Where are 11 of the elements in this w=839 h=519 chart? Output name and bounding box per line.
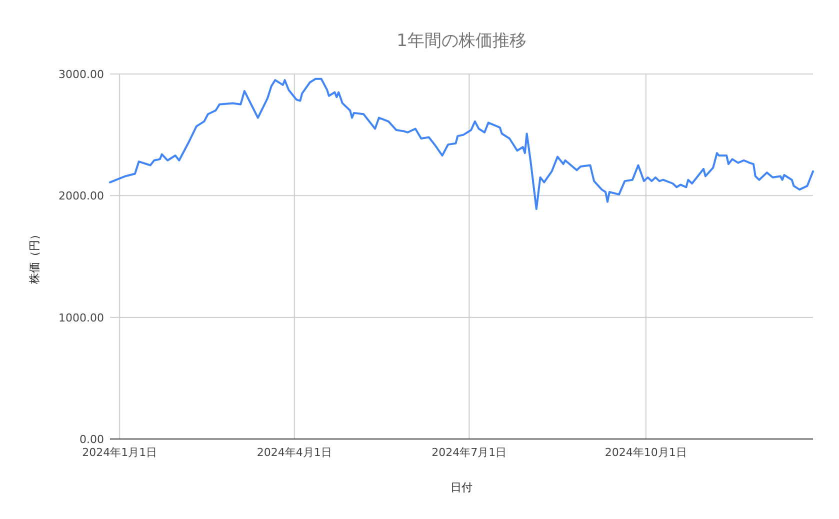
ylabel: 株価（円） xyxy=(28,229,41,284)
xtick: 2024年10月1日 xyxy=(604,446,687,459)
xtick: 2024年1月1日 xyxy=(82,446,158,459)
xlabel: 日付 xyxy=(450,481,472,494)
ytick: 3000.00 xyxy=(58,68,104,81)
xtick: 2024年4月1日 xyxy=(256,446,332,459)
title: 1年間の株価推移 xyxy=(396,31,526,51)
ytick: 2000.00 xyxy=(58,190,104,203)
ytick: 0.00 xyxy=(80,433,104,446)
xtick: 2024年7月1日 xyxy=(432,446,507,459)
ytick: 1000.00 xyxy=(58,311,104,324)
